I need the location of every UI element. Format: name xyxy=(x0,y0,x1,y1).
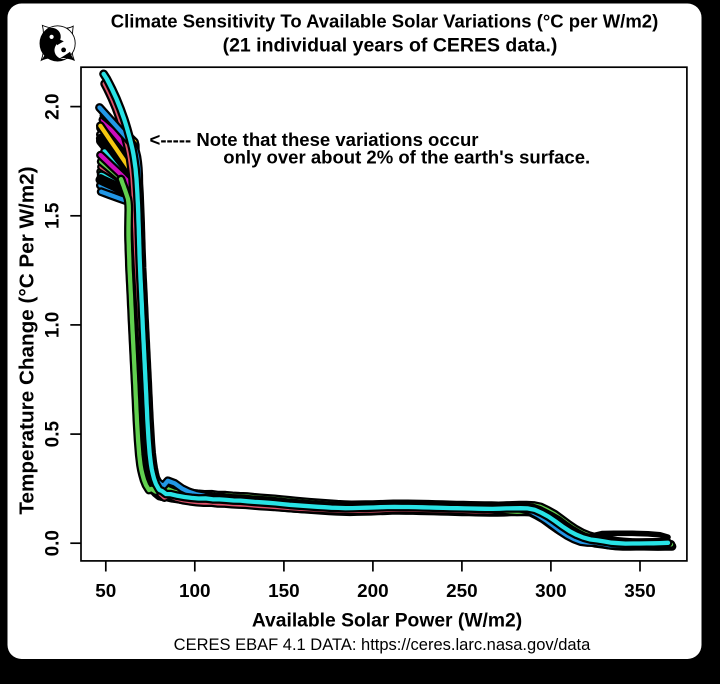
svg-text:150: 150 xyxy=(268,581,300,602)
svg-text:Available Solar Power (W/m2): Available Solar Power (W/m2) xyxy=(252,610,522,631)
svg-text:250: 250 xyxy=(446,581,478,602)
svg-text:Temperature Change (°C Per W/m: Temperature Change (°C Per W/m2) xyxy=(16,166,39,514)
svg-text:1.0: 1.0 xyxy=(43,312,64,338)
svg-text:only over about 2% of the eart: only over about 2% of the earth's surfac… xyxy=(223,146,590,167)
svg-text:2.0: 2.0 xyxy=(43,93,64,119)
svg-text:CERES EBAF 4.1 DATA: https://c: CERES EBAF 4.1 DATA: https://ceres.larc.… xyxy=(174,636,591,654)
svg-text:1.5: 1.5 xyxy=(43,202,64,229)
svg-text:0.5: 0.5 xyxy=(43,420,64,447)
svg-text:50: 50 xyxy=(95,581,116,602)
svg-text:200: 200 xyxy=(357,581,389,602)
svg-text:Climate Sensitivity To Availab: Climate Sensitivity To Available Solar V… xyxy=(111,11,658,32)
svg-text:300: 300 xyxy=(535,581,567,602)
svg-text:<----- Note that these variati: <----- Note that these variations occur xyxy=(150,129,479,150)
svg-text:350: 350 xyxy=(624,581,656,602)
svg-text:100: 100 xyxy=(179,581,211,602)
svg-text:(21 individual years of CERES: (21 individual years of CERES data.) xyxy=(223,34,558,56)
svg-text:0.0: 0.0 xyxy=(43,530,64,556)
